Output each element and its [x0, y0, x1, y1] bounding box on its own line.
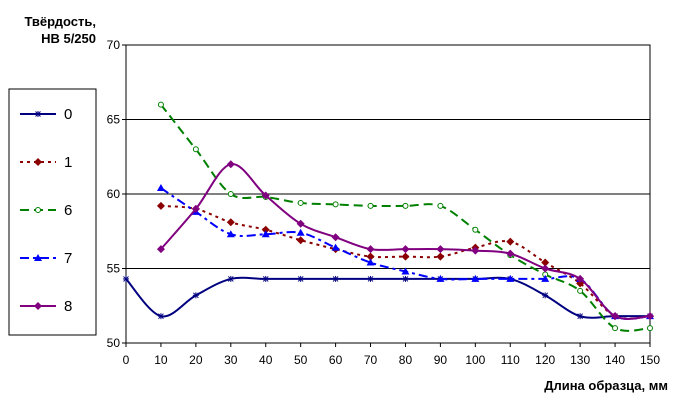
- series-point-0: [227, 275, 234, 282]
- series-point-6: [647, 325, 653, 332]
- x-tick-label: 0: [123, 353, 130, 367]
- y-tick-label: 60: [107, 187, 121, 201]
- legend-label-1: 1: [64, 154, 72, 171]
- x-tick-label: 80: [399, 353, 413, 367]
- legend-marker-8: [34, 302, 42, 310]
- series-point-7: [296, 228, 305, 236]
- x-tick-label: 30: [224, 353, 238, 367]
- x-tick-label: 40: [259, 353, 273, 367]
- series-point-1: [366, 252, 375, 261]
- x-tick-label: 10: [154, 353, 168, 367]
- series-point-0: [297, 275, 304, 282]
- legend-marker-7: [34, 254, 42, 261]
- legend-label-0: 0: [64, 106, 72, 123]
- series-point-7: [471, 274, 480, 282]
- x-tick-label: 50: [294, 353, 308, 367]
- x-tick-label: 120: [535, 353, 555, 367]
- series-point-0: [192, 292, 199, 299]
- series-point-6: [192, 146, 199, 153]
- y-axis-title-line-1: Твёрдость,: [24, 14, 96, 29]
- x-tick-label: 60: [329, 353, 343, 367]
- series-point-7: [436, 274, 445, 282]
- series-point-0: [123, 275, 129, 282]
- legend-box: [8, 88, 97, 336]
- series-point-6: [577, 287, 584, 294]
- series-point-6: [297, 199, 304, 206]
- series-point-1: [506, 237, 515, 246]
- x-tick-label: 100: [465, 353, 485, 367]
- x-tick-label: 90: [434, 353, 448, 367]
- y-tick-label: 50: [107, 336, 121, 350]
- series-point-8: [261, 191, 270, 200]
- series-point-6: [157, 101, 164, 108]
- series-point-6: [227, 191, 234, 197]
- series-point-7: [226, 230, 235, 238]
- series-point-8: [366, 245, 375, 254]
- series-point-6: [402, 202, 409, 209]
- series-point-8: [296, 219, 305, 228]
- x-axis-title: Длина образца, мм: [544, 378, 668, 393]
- series-point-0: [402, 275, 409, 282]
- series-point-7: [156, 184, 165, 192]
- series-point-1: [226, 218, 235, 227]
- series-point-8: [541, 264, 550, 273]
- series-point-8: [331, 233, 340, 242]
- series-point-8: [646, 312, 654, 321]
- series-point-8: [401, 245, 410, 254]
- series-point-1: [401, 252, 410, 261]
- series-point-6: [367, 202, 374, 209]
- series-line-6: [160, 103, 651, 332]
- x-tick-label: 70: [364, 353, 378, 367]
- y-tick-label: 65: [107, 113, 121, 127]
- series-point-8: [611, 312, 620, 321]
- series-point-0: [577, 313, 584, 320]
- series-point-1: [296, 236, 305, 245]
- series-point-7: [261, 230, 270, 238]
- x-tick-label: 150: [640, 353, 660, 367]
- series-point-1: [541, 258, 550, 267]
- x-tick-label: 20: [189, 353, 203, 367]
- series-point-8: [576, 274, 585, 283]
- series-point-8: [506, 249, 515, 258]
- legend-label-8: 8: [64, 298, 72, 315]
- series-point-1: [261, 225, 270, 234]
- series-point-0: [542, 292, 549, 299]
- series-line-0: [125, 276, 650, 319]
- x-tick-label: 130: [570, 353, 590, 367]
- series-point-7: [331, 243, 340, 251]
- series-point-6: [437, 202, 444, 209]
- legend-label-6: 6: [64, 202, 72, 219]
- series-point-7: [401, 267, 410, 275]
- legend-marker-6: [35, 207, 41, 213]
- series-point-1: [156, 201, 165, 210]
- y-axis-title-line-2: НВ 5/250: [41, 31, 96, 46]
- series-point-8: [191, 204, 200, 213]
- y-tick-label: 55: [107, 262, 121, 276]
- series-point-6: [472, 226, 479, 233]
- series-point-7: [506, 274, 515, 282]
- series-line-1: [160, 204, 651, 320]
- series-point-8: [436, 245, 445, 254]
- series-point-0: [262, 275, 269, 282]
- series-point-6: [332, 201, 339, 208]
- series-point-7: [541, 274, 550, 282]
- x-tick-label: 140: [605, 353, 625, 367]
- series-point-1: [436, 252, 445, 261]
- series-point-8: [471, 246, 480, 255]
- series-point-7: [366, 258, 375, 266]
- series-point-8: [226, 160, 235, 169]
- series-point-8: [156, 245, 165, 254]
- series-point-0: [332, 275, 339, 282]
- y-tick-label: 70: [107, 38, 121, 52]
- legend-marker-1: [34, 158, 42, 166]
- series-point-6: [612, 325, 619, 332]
- series-point-0: [157, 313, 164, 320]
- legend-marker-0: [35, 111, 41, 117]
- series-point-0: [367, 275, 374, 282]
- legend-label-7: 7: [64, 250, 72, 267]
- x-tick-label: 110: [501, 353, 520, 367]
